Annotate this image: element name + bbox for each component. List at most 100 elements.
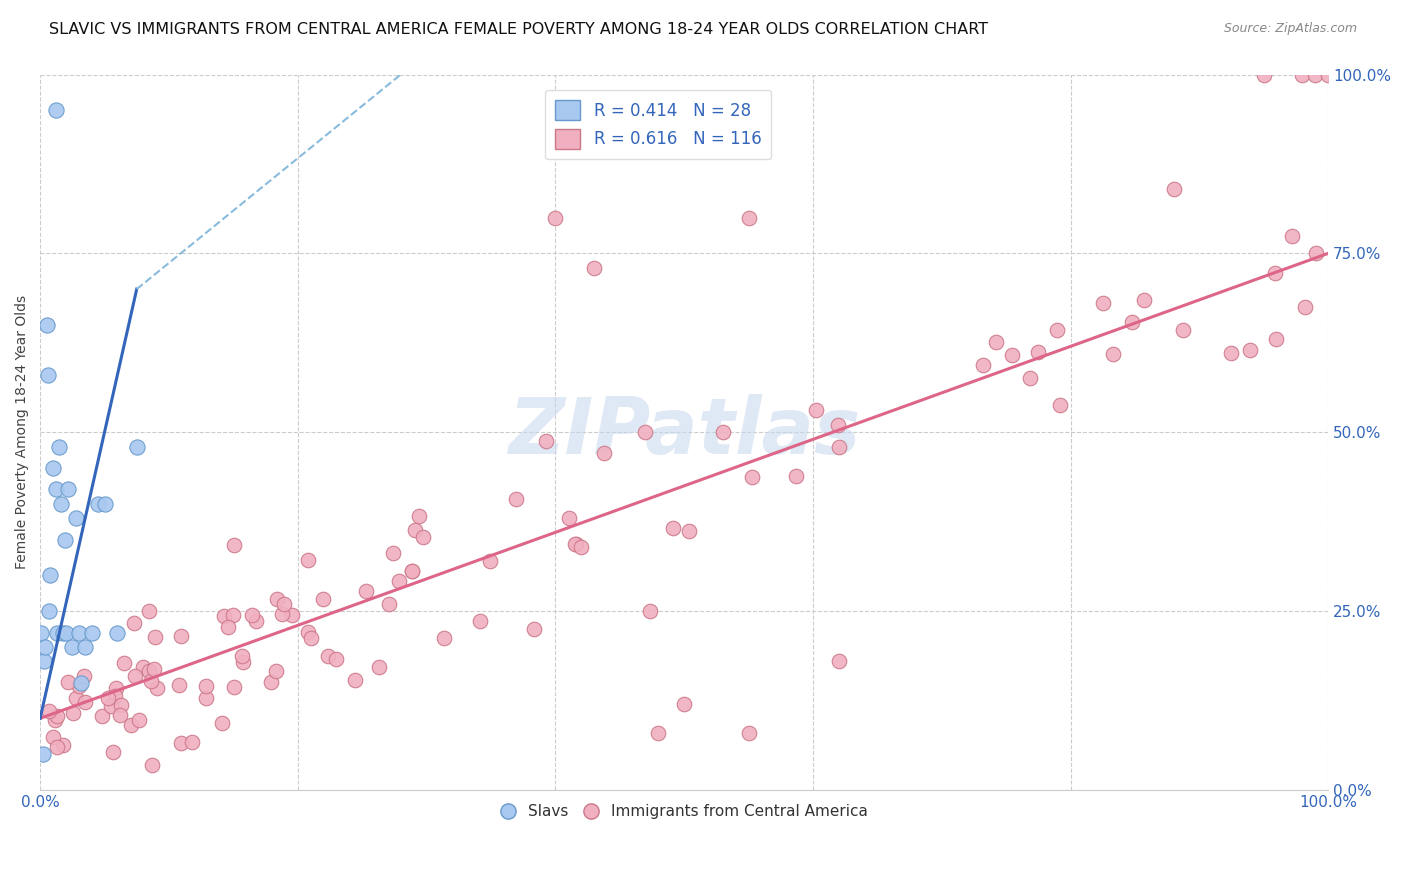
Point — [266, 592, 288, 607]
Point — [60, 640, 83, 654]
Point — [673, 697, 696, 711]
Point — [53, 533, 76, 547]
Point — [1102, 347, 1125, 361]
Point — [45, 709, 67, 723]
Point — [45, 483, 67, 497]
Point — [266, 664, 288, 678]
Point — [678, 524, 700, 539]
Point — [138, 664, 160, 678]
Point — [1220, 345, 1243, 359]
Point — [58, 483, 80, 497]
Point — [240, 607, 263, 622]
Point — [169, 736, 191, 750]
Point — [30, 625, 52, 640]
Point — [1317, 68, 1340, 82]
Point — [564, 537, 586, 551]
Point — [224, 538, 246, 552]
Point — [42, 461, 65, 475]
Point — [638, 604, 661, 618]
Point — [231, 648, 253, 663]
Point — [37, 368, 59, 382]
Point — [141, 673, 163, 688]
Point — [377, 597, 399, 611]
Point — [80, 625, 103, 640]
Point — [1264, 266, 1286, 280]
Point — [564, 537, 586, 551]
Point — [221, 607, 243, 622]
Point — [1265, 332, 1288, 346]
Legend: Slavs, Immigrants from Central America: Slavs, Immigrants from Central America — [495, 798, 875, 825]
Point — [46, 739, 69, 754]
Point — [194, 691, 217, 706]
Point — [128, 713, 150, 727]
Point — [1092, 295, 1115, 310]
Point — [523, 622, 546, 636]
Point — [125, 440, 148, 454]
Point — [93, 497, 115, 511]
Point — [214, 608, 236, 623]
Point — [101, 745, 124, 759]
Point — [273, 598, 295, 612]
Point — [52, 738, 75, 752]
Point — [634, 425, 657, 440]
Point — [38, 704, 60, 718]
Point — [1281, 229, 1303, 244]
Point — [1239, 343, 1261, 358]
Point — [1049, 398, 1071, 412]
Point — [1305, 246, 1327, 260]
Point — [39, 568, 62, 582]
Point — [1253, 68, 1275, 82]
Point — [122, 615, 145, 630]
Point — [828, 440, 851, 454]
Point — [45, 103, 67, 118]
Point — [138, 604, 160, 618]
Point — [72, 669, 94, 683]
Point — [368, 659, 391, 673]
Point — [785, 468, 807, 483]
Point — [479, 554, 502, 568]
Point — [100, 698, 122, 713]
Point — [141, 757, 163, 772]
Point — [343, 673, 366, 687]
Point — [195, 679, 218, 693]
Point — [299, 632, 322, 646]
Point — [108, 707, 131, 722]
Point — [404, 523, 426, 537]
Point — [1303, 68, 1326, 82]
Point — [211, 715, 233, 730]
Point — [382, 546, 405, 560]
Point — [281, 608, 304, 623]
Point — [534, 434, 557, 449]
Point — [75, 696, 97, 710]
Point — [401, 564, 423, 578]
Point — [55, 625, 77, 640]
Point — [110, 698, 132, 712]
Point — [105, 625, 128, 640]
Point — [67, 625, 90, 640]
Point — [49, 497, 72, 511]
Point — [169, 678, 191, 692]
Point — [67, 679, 90, 693]
Point — [827, 417, 849, 432]
Point — [1163, 182, 1185, 196]
Point — [468, 614, 491, 628]
Point — [44, 713, 66, 727]
Text: SLAVIC VS IMMIGRANTS FROM CENTRAL AMERICA FEMALE POVERTY AMONG 18-24 YEAR OLDS C: SLAVIC VS IMMIGRANTS FROM CENTRAL AMERIC… — [49, 22, 988, 37]
Point — [647, 725, 669, 739]
Point — [105, 681, 128, 695]
Point — [104, 689, 127, 703]
Point — [544, 211, 567, 225]
Point — [124, 669, 146, 683]
Point — [112, 656, 135, 670]
Point — [31, 747, 53, 761]
Point — [828, 654, 851, 668]
Point — [48, 440, 70, 454]
Point — [1001, 348, 1024, 362]
Point — [132, 660, 155, 674]
Point — [737, 211, 759, 225]
Point — [505, 492, 527, 507]
Point — [741, 469, 763, 483]
Point — [297, 553, 319, 567]
Point — [180, 735, 202, 749]
Point — [87, 497, 110, 511]
